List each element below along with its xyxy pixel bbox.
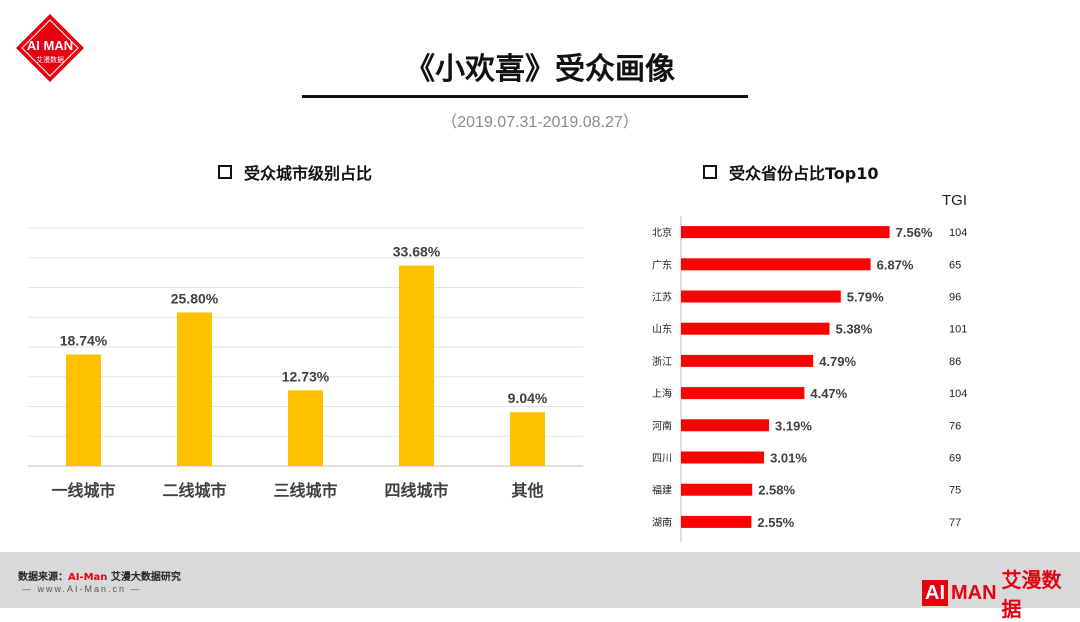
city-value-label: 12.73% (282, 368, 330, 384)
city-bar (399, 265, 434, 466)
province-bar (681, 258, 871, 271)
charts-canvas: 18.74% 一线城市 25.80% 二线城市 12.73% 三线城市 33.68% 四线城市… (28, 216, 967, 542)
city-bar (510, 412, 545, 466)
province-label: 河南 (652, 419, 672, 432)
province-bar (681, 290, 841, 303)
footer-logo-cn: 艾漫数据 (1001, 568, 1062, 621)
city-category-label: 一线城市 (51, 481, 115, 500)
logo-text: AI MAN (27, 38, 73, 53)
city-value-label: 25.80% (171, 290, 219, 306)
tgi-value: 96 (949, 292, 961, 304)
province-value-label: 3.19% (775, 418, 812, 433)
title-underline (302, 95, 748, 98)
city-bar (177, 312, 212, 466)
date-range: （2019.07.31-2019.08.27） (441, 114, 639, 131)
city-category-label: 三线城市 (273, 481, 337, 500)
source-suffix: 艾漫大数据研究 (107, 572, 181, 583)
province-bar (681, 515, 752, 528)
footer-logo: AI MAN 艾漫数据 (922, 564, 1080, 622)
checkbox-square-icon (218, 165, 232, 179)
province-value-label: 3.01% (770, 451, 807, 466)
tgi-value: 104 (949, 388, 967, 400)
tgi-value: 86 (949, 356, 961, 368)
province-label: 四川 (652, 454, 672, 465)
province-bar (681, 322, 830, 335)
tgi-value: 104 (949, 227, 967, 239)
city-bar (66, 354, 101, 466)
province-bar (681, 451, 765, 464)
province-value-label: 2.55% (757, 515, 794, 530)
province-label: 江苏 (652, 291, 672, 304)
city-bar (288, 390, 323, 466)
city-value-label: 18.74% (60, 332, 108, 348)
city-category-label: 四线城市 (384, 481, 448, 500)
province-label: 湖南 (652, 516, 672, 529)
province-value-label: 5.79% (847, 290, 884, 305)
province-label: 北京 (652, 226, 672, 239)
province-value-label: 4.79% (819, 354, 856, 369)
city-value-label: 9.04% (508, 390, 548, 406)
province-label: 山东 (652, 323, 672, 336)
province-value-label: 6.87% (877, 257, 914, 272)
footer-url: — www.AI-Man.cn — (22, 584, 142, 594)
city-category-label: 其他 (511, 481, 543, 500)
city-category-label: 二线城市 (162, 481, 226, 500)
province-label: 广东 (652, 258, 672, 271)
province-label: 上海 (652, 387, 672, 400)
city-chart-title: 受众城市级别占比 (218, 160, 372, 184)
aiman-logo: AI MAN 艾漫数据 (16, 14, 84, 82)
province-label: 浙江 (652, 356, 672, 368)
page-title: 《小欢喜》受众画像 (405, 52, 675, 87)
province-value-label: 4.47% (810, 386, 847, 401)
footer-logo-ai: AI (922, 580, 948, 606)
footer-logo-man: MAN (951, 582, 997, 604)
logo-subtext: 艾漫数据 (36, 55, 64, 64)
data-source: 数据来源：AI-Man 艾漫大数据研究 (18, 568, 181, 583)
province-value-label: 2.58% (758, 483, 795, 498)
tgi-value: 75 (949, 485, 961, 497)
province-bar (681, 419, 770, 432)
checkbox-square-icon (703, 165, 717, 179)
province-value-label: 7.56% (896, 225, 933, 240)
province-chart-title: 受众省份占比Top10 (703, 160, 879, 184)
province-bar (681, 387, 805, 400)
province-bar (681, 226, 890, 239)
source-brand: AI-Man (68, 572, 108, 583)
province-label: 福建 (652, 484, 672, 497)
tgi-header: TGI (942, 192, 967, 209)
province-bar (681, 354, 814, 367)
tgi-value: 77 (949, 517, 961, 529)
tgi-value: 69 (949, 453, 961, 465)
tgi-value: 65 (949, 259, 961, 271)
tgi-value: 76 (949, 420, 961, 432)
city-value-label: 33.68% (393, 244, 441, 260)
province-chart-title-text: 受众省份占比Top10 (729, 164, 879, 183)
province-bar (681, 483, 753, 496)
footer-bar (0, 552, 1080, 608)
province-value-label: 5.38% (835, 322, 872, 337)
city-chart-title-text: 受众城市级别占比 (244, 164, 373, 183)
source-prefix: 数据来源： (18, 572, 68, 583)
tgi-value: 101 (949, 324, 967, 336)
